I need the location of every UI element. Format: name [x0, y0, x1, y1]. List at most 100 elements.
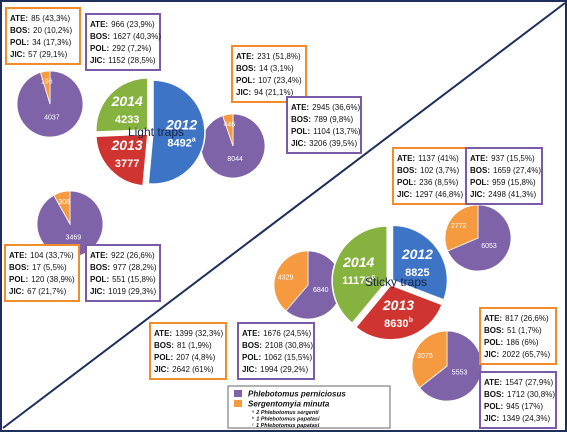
count-row: POL: 959 (15,8%) [470, 178, 536, 187]
row-label: BOS: [10, 26, 30, 35]
count-label: 4233 [115, 114, 139, 126]
row-value: 186 (6%) [506, 338, 539, 347]
count-row: BOS: 14 (3,1%) [236, 64, 294, 73]
year-label: 2014 [342, 254, 374, 270]
count-row: ATE: 1399 (32,3%) [154, 329, 223, 338]
row-label: ATE: [9, 251, 27, 260]
row-value: 57 (29,1%) [28, 50, 67, 59]
count-row: JIC: 1297 (46,8%) [397, 190, 463, 199]
row-value: 1676 (24,5%) [263, 329, 311, 338]
count-box [4, 244, 80, 302]
slice-label: 4037 [44, 115, 60, 122]
pie-title: Light traps [128, 125, 184, 139]
count-row: POL: 207 (4,8%) [154, 353, 216, 362]
count-box [5, 7, 81, 65]
row-value: 94 (21,1%) [254, 88, 293, 97]
row-label: BOS: [397, 166, 417, 175]
count-row: ATE: 922 (26,6%) [90, 251, 155, 260]
main-slice [95, 77, 149, 133]
note-mark: c [252, 422, 254, 427]
row-value: 1019 (29,3%) [108, 287, 156, 296]
count-row: POL: 186 (6%) [484, 338, 539, 347]
pie-slice [411, 330, 448, 389]
note-text: 1 Phlebotomus papatasi [256, 423, 320, 429]
pie-slice [222, 113, 234, 147]
row-value: 1627 (40,3%) [113, 32, 161, 41]
row-label: JIC: [90, 287, 105, 296]
count-row: BOS: 789 (9,8%) [291, 115, 353, 124]
count-row: BOS: 977 (28,2%) [90, 263, 157, 272]
row-label: ATE: [90, 20, 108, 29]
count-row: POL: 1062 (15,5%) [242, 353, 312, 362]
row-label: BOS: [90, 32, 110, 41]
row-value: 2945 (36,6%) [312, 103, 360, 112]
row-label: POL: [470, 178, 489, 187]
count-row: BOS: 1712 (30,8%) [484, 390, 555, 399]
count-box [85, 13, 161, 71]
count-row: POL: 292 (7,2%) [90, 44, 152, 53]
count-label: 8630b [384, 317, 413, 330]
count-row: JIC: 94 (21,1%) [236, 88, 294, 97]
note-text: 2 Phlebotomus sergenti [255, 410, 319, 416]
count-value: 3777 [115, 158, 139, 170]
slice-label: 6053 [481, 243, 497, 250]
row-value: 51 (1,7%) [507, 326, 542, 335]
row-label: BOS: [242, 341, 262, 350]
row-label: ATE: [484, 314, 502, 323]
count-row: JIC: 1019 (29,3%) [90, 287, 156, 296]
count-row: JIC: 1152 (28,5%) [90, 56, 156, 65]
count-row: ATE: 1676 (24,5%) [242, 329, 311, 338]
row-label: POL: [484, 402, 503, 411]
count-row: POL: 236 (8,5%) [397, 178, 459, 187]
row-value: 551 (15,8%) [112, 275, 156, 284]
count-row: BOS: 51 (1,7%) [484, 326, 542, 335]
row-label: POL: [9, 275, 28, 284]
row-value: 231 (51,8%) [257, 52, 301, 61]
row-value: 14 (3,1%) [259, 64, 294, 73]
row-value: 789 (9,8%) [314, 115, 353, 124]
row-label: BOS: [470, 166, 490, 175]
row-label: POL: [90, 44, 109, 53]
row-value: 966 (23,9%) [111, 20, 155, 29]
count-row: ATE: 231 (51,8%) [236, 52, 301, 61]
year-label: 2013 [111, 137, 143, 153]
row-label: ATE: [154, 329, 172, 338]
row-value: 81 (1,9%) [177, 341, 212, 350]
row-value: 2022 (65,7%) [502, 350, 550, 359]
row-value: 1349 (24,3%) [502, 414, 550, 423]
legend-box [227, 385, 391, 429]
row-label: ATE: [484, 378, 502, 387]
pie-slice [418, 330, 483, 402]
main-slice [354, 284, 444, 341]
count-sup: a [192, 136, 196, 143]
count-label: 8825 [405, 267, 429, 279]
count-row: JIC: 1994 (29,2%) [242, 365, 308, 374]
row-label: JIC: [9, 287, 24, 296]
count-box [231, 45, 307, 103]
main-slice [331, 225, 388, 325]
count-box [392, 147, 470, 205]
row-label: ATE: [242, 329, 260, 338]
row-value: 1399 (32,3%) [175, 329, 223, 338]
count-row: BOS: 1627 (40,3%) [90, 32, 161, 41]
pie-slice [447, 204, 512, 272]
row-value: 2498 (41,3%) [488, 190, 536, 199]
row-value: 1137 (41%) [418, 154, 459, 163]
row-value: 922 (26,6%) [111, 251, 155, 260]
row-value: 17 (5,5%) [32, 263, 67, 272]
row-label: ATE: [397, 154, 415, 163]
note-mark: a [252, 409, 255, 414]
legend-label: Sergentomyia minuta [248, 400, 330, 409]
pie-slice [273, 250, 309, 312]
count-row: JIC: 57 (29,1%) [10, 50, 68, 59]
slice-label: 8044 [227, 156, 243, 163]
count-row: ATE: 817 (26,6%) [484, 314, 549, 323]
row-value: 107 (23,4%) [258, 76, 302, 85]
count-row: ATE: 104 (33,7%) [9, 251, 74, 260]
count-row: POL: 107 (23,4%) [236, 76, 302, 85]
count-row: BOS: 102 (3,7%) [397, 166, 459, 175]
count-row: BOS: 20 (10,2%) [10, 26, 72, 35]
count-row: JIC: 3206 (39,5%) [291, 139, 357, 148]
